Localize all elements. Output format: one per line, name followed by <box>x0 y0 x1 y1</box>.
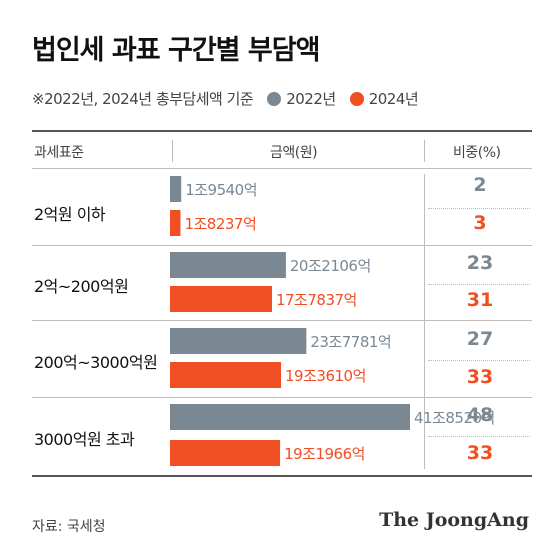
category-label: 3000억원 초과 <box>34 430 135 449</box>
bar-value-label: 20조2106억 <box>290 257 371 275</box>
legend-swatch-2022 <box>267 91 282 106</box>
share-dotted-divider <box>428 284 530 285</box>
share-2024: 31 <box>466 289 494 311</box>
bar-2024 <box>170 210 181 236</box>
source-note: 자료: 국세청 <box>32 519 106 535</box>
header-separator <box>172 140 173 162</box>
bar-2024 <box>170 286 272 312</box>
table-top-rule <box>32 130 532 132</box>
share-2024: 33 <box>466 442 494 464</box>
bar-value-label: 19조1966억 <box>284 445 365 463</box>
bar-value-label: 17조7837억 <box>276 291 357 309</box>
chart-subtitle-legend: ※2022년, 2024년 총부담세액 기준 2022년 2024년 <box>32 88 419 109</box>
bar-2024 <box>170 440 281 466</box>
bar-value-label: 41조8520억 <box>414 409 495 427</box>
table-bottom-rule <box>32 475 532 477</box>
bar-2022 <box>170 328 307 354</box>
bar-value-label: 1조9540억 <box>185 181 257 199</box>
category-label: 2억~200억원 <box>34 277 129 296</box>
group-divider <box>32 320 532 321</box>
column-header-category: 과세표준 <box>34 145 84 161</box>
column-header-amount: 금액(원) <box>270 145 318 161</box>
share-2024: 3 <box>473 212 487 234</box>
share-2024: 33 <box>466 366 494 388</box>
publisher-logo: The JoongAng <box>379 509 529 531</box>
bar-value-label: 23조7781억 <box>310 333 391 351</box>
bar-2022 <box>170 404 410 430</box>
legend-label-2024: 2024년 <box>368 90 419 108</box>
header-separator <box>424 140 425 162</box>
legend-swatch-2024 <box>349 91 364 106</box>
share-dotted-divider <box>428 436 530 437</box>
share-2022: 2 <box>473 174 487 196</box>
share-column-separator <box>424 174 425 469</box>
category-label: 200억~3000억원 <box>34 353 158 372</box>
bar-2024 <box>170 362 282 388</box>
group-divider <box>32 397 532 398</box>
category-label: 2억원 이하 <box>34 205 106 224</box>
subtitle-note: ※2022년, 2024년 총부담세액 기준 <box>32 90 254 108</box>
bar-2022 <box>170 252 286 278</box>
bar-value-label: 19조3610억 <box>285 367 366 385</box>
bar-value-label: 1조8237억 <box>184 215 256 233</box>
share-2022: 27 <box>466 328 494 350</box>
header-bottom-rule <box>32 168 532 169</box>
column-header-share: 비중(%) <box>453 145 501 161</box>
bar-2022 <box>170 176 182 202</box>
legend-label-2022: 2022년 <box>286 90 336 108</box>
group-divider <box>32 245 532 246</box>
share-dotted-divider <box>428 208 530 209</box>
share-dotted-divider <box>428 360 530 361</box>
share-2022: 48 <box>466 404 494 426</box>
share-2022: 23 <box>466 252 494 274</box>
chart-title: 법인세 과표 구간별 부담액 <box>32 35 320 66</box>
